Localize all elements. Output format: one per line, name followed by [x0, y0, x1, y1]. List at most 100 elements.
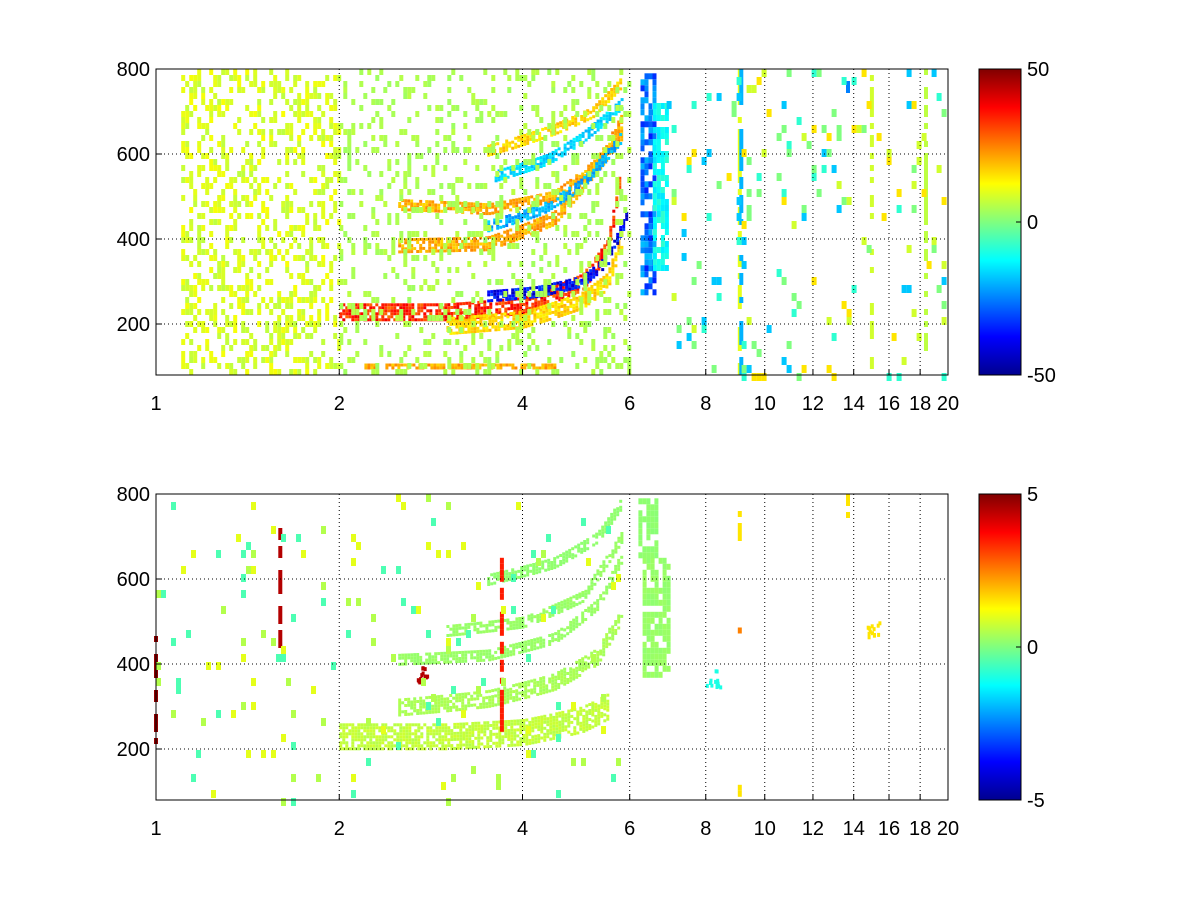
- heatmap-cell: [540, 724, 544, 728]
- heatmap-cell: [533, 225, 537, 229]
- heatmap-cell: [571, 193, 575, 197]
- heatmap-cell: [443, 651, 447, 655]
- heatmap-cell: [600, 714, 604, 718]
- heatmap-cell: [189, 261, 194, 267]
- heatmap-cell: [652, 145, 657, 151]
- heatmap-cell: [471, 207, 476, 213]
- heatmap-cell: [407, 213, 412, 219]
- heatmap-cell: [486, 306, 490, 310]
- heatmap-cell: [309, 291, 314, 297]
- heatmap-cell: [607, 97, 611, 101]
- heatmap-cell: [542, 198, 546, 202]
- heatmap-cell: [579, 261, 584, 267]
- heatmap-cell: [416, 712, 420, 715]
- heatmap-cell: [575, 197, 579, 201]
- heatmap-cell: [648, 157, 653, 164]
- heatmap-cell: [213, 273, 218, 279]
- heatmap-cell: [536, 640, 540, 644]
- heatmap-cell: [375, 303, 379, 307]
- heatmap-cell: [584, 129, 588, 133]
- heatmap-cell: [644, 253, 649, 260]
- heatmap-cell: [253, 69, 258, 75]
- heatmap-cell: [551, 156, 555, 160]
- heatmap-cell: [542, 316, 546, 320]
- heatmap-cell: [575, 279, 580, 285]
- heatmap-cell: [660, 169, 665, 175]
- heatmap-cell: [301, 225, 306, 231]
- heatmap-cell: [372, 744, 376, 748]
- heatmap-cell: [521, 165, 525, 168]
- heatmap-cell: [467, 330, 471, 334]
- heatmap-cell: [592, 272, 596, 276]
- heatmap-cell: [869, 333, 874, 339]
- heatmap-cell: [566, 181, 570, 185]
- heatmap-cell: [321, 213, 326, 219]
- heatmap-cell: [560, 313, 564, 317]
- heatmap-cell: [581, 660, 585, 664]
- heatmap-cell: [583, 321, 588, 327]
- heatmap-cell: [257, 141, 262, 147]
- heatmap-cell: [269, 255, 274, 261]
- heatmap-cell: [599, 125, 603, 129]
- heatmap-cell: [614, 255, 618, 259]
- heatmap-cell: [289, 183, 294, 189]
- heatmap-cell: [444, 726, 448, 730]
- heatmap-cell: [869, 303, 874, 309]
- heatmap-cell: [419, 699, 423, 703]
- heatmap-cell: [572, 671, 576, 675]
- heatmap-cell: [572, 668, 576, 672]
- heatmap-cell: [608, 279, 612, 283]
- heatmap-cell: [432, 729, 436, 733]
- heatmap-cell: [197, 231, 202, 237]
- heatmap-cell: [613, 146, 617, 150]
- heatmap-cell: [273, 321, 278, 327]
- heatmap-cell: [497, 325, 501, 329]
- heatmap-cell: [339, 312, 343, 316]
- heatmap-cell: [449, 706, 453, 709]
- heatmap-cell: [408, 315, 412, 319]
- heatmap-cell: [611, 270, 615, 274]
- heatmap-cell: [593, 159, 597, 163]
- heatmap-cell: [524, 222, 528, 226]
- heatmap-cell: [467, 236, 471, 240]
- heatmap-cell: [595, 111, 600, 117]
- heatmap-cell: [333, 315, 338, 321]
- heatmap-cell: [502, 363, 506, 367]
- heatmap-cell: [401, 701, 405, 705]
- heatmap-cell: [402, 306, 406, 310]
- heatmap-cell: [265, 321, 270, 327]
- heatmap-cell: [237, 255, 242, 261]
- heatmap-cell: [496, 295, 500, 299]
- heatmap-cell: [440, 703, 444, 707]
- heatmap-cell: [578, 133, 582, 137]
- heatmap-cell: [551, 676, 555, 680]
- heatmap-cell: [486, 736, 490, 740]
- heatmap-cell: [589, 278, 593, 282]
- heatmap-cell: [584, 301, 588, 305]
- heatmap-cell: [470, 650, 474, 654]
- heatmap-cell: [597, 707, 601, 711]
- heatmap-cell: [269, 297, 274, 303]
- heatmap-cell: [640, 169, 645, 176]
- heatmap-cell: [209, 219, 214, 225]
- heatmap-cell: [201, 183, 206, 189]
- heatmap-cell: [549, 713, 553, 717]
- heatmap-cell: [419, 202, 423, 206]
- heatmap-cell: [433, 363, 437, 367]
- heatmap-cell: [482, 658, 486, 662]
- heatmap-cell: [656, 187, 661, 193]
- heatmap-cell: [504, 729, 508, 733]
- heatmap-cell: [492, 726, 496, 730]
- heatmap-cell: [293, 237, 298, 243]
- heatmap-cell: [363, 93, 368, 99]
- heatmap-cell: [414, 312, 418, 316]
- heatmap-cell: [411, 207, 416, 213]
- heatmap-cell: [371, 315, 376, 321]
- heatmap-cell: [329, 363, 334, 369]
- heatmap-cell: [293, 291, 298, 297]
- heatmap-cell: [375, 297, 380, 303]
- heatmap-cell: [499, 147, 503, 151]
- heatmap-cell: [257, 129, 262, 135]
- heatmap-cell: [551, 197, 555, 200]
